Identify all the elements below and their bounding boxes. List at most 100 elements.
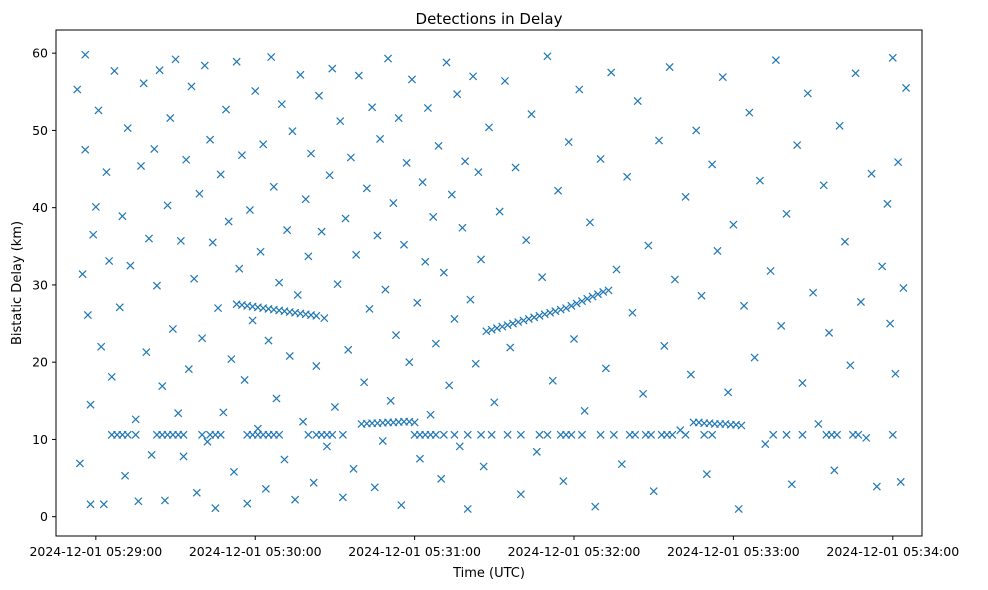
data-point bbox=[737, 421, 746, 430]
data-point bbox=[878, 262, 887, 271]
data-point bbox=[421, 257, 430, 266]
data-point bbox=[588, 292, 597, 301]
data-point bbox=[508, 319, 517, 328]
data-point bbox=[469, 72, 478, 81]
data-point bbox=[535, 430, 544, 439]
data-point bbox=[593, 290, 602, 299]
plot-frame bbox=[55, 29, 923, 537]
data-point bbox=[365, 304, 374, 313]
data-point bbox=[530, 313, 539, 322]
data-point bbox=[118, 212, 127, 221]
data-point bbox=[187, 82, 196, 91]
data-point bbox=[362, 184, 371, 193]
data-point bbox=[894, 158, 903, 167]
data-point bbox=[739, 301, 749, 310]
data-point bbox=[692, 126, 701, 135]
data-point bbox=[184, 365, 193, 374]
data-point bbox=[572, 299, 581, 308]
data-point bbox=[415, 454, 424, 463]
data-point bbox=[142, 348, 151, 357]
data-point bbox=[312, 362, 321, 371]
data-point bbox=[192, 488, 201, 497]
data-point bbox=[155, 66, 164, 75]
data-point bbox=[623, 172, 632, 181]
data-point bbox=[535, 311, 544, 320]
data-point bbox=[585, 218, 594, 227]
data-point bbox=[328, 64, 337, 73]
data-point bbox=[147, 450, 156, 459]
data-point bbox=[546, 308, 555, 317]
data-point bbox=[413, 298, 422, 307]
data-point bbox=[341, 214, 350, 223]
data-point bbox=[745, 108, 754, 117]
data-point bbox=[168, 324, 177, 333]
data-point bbox=[349, 464, 358, 473]
data-point bbox=[463, 430, 472, 439]
data-point bbox=[676, 426, 685, 435]
data-point bbox=[275, 278, 284, 287]
y-tick-label: 10 bbox=[32, 432, 48, 447]
data-point bbox=[835, 121, 844, 130]
data-point bbox=[248, 316, 257, 325]
data-point bbox=[81, 145, 90, 154]
data-point bbox=[214, 304, 223, 313]
data-point bbox=[750, 353, 759, 362]
data-point bbox=[344, 345, 353, 354]
chart-title: Detections in Delay bbox=[416, 10, 563, 28]
data-point bbox=[299, 417, 308, 426]
data-point bbox=[378, 436, 387, 446]
data-point bbox=[854, 430, 863, 439]
data-point bbox=[306, 149, 316, 158]
data-point bbox=[206, 135, 215, 144]
data-point bbox=[283, 226, 292, 235]
data-point bbox=[407, 75, 416, 84]
data-point bbox=[179, 430, 188, 439]
data-point bbox=[809, 288, 818, 297]
data-point bbox=[86, 500, 95, 509]
data-point bbox=[490, 398, 499, 407]
data-point bbox=[136, 161, 146, 170]
data-point bbox=[325, 171, 334, 180]
data-point bbox=[437, 474, 446, 483]
data-point bbox=[182, 155, 191, 164]
data-point bbox=[458, 223, 467, 232]
y-tick-label: 50 bbox=[32, 123, 48, 138]
data-point bbox=[787, 480, 796, 489]
data-point bbox=[431, 339, 440, 348]
data-point bbox=[110, 66, 119, 75]
data-point bbox=[410, 418, 419, 427]
data-point bbox=[78, 270, 87, 279]
data-point bbox=[761, 440, 770, 449]
data-point bbox=[309, 478, 318, 487]
data-point bbox=[888, 430, 897, 439]
data-point bbox=[729, 220, 738, 229]
data-point bbox=[373, 231, 382, 240]
data-point bbox=[123, 124, 132, 133]
data-point bbox=[219, 408, 228, 417]
data-point bbox=[782, 430, 791, 439]
y-axis: 0 10 20 30 40 50 60 bbox=[32, 46, 56, 524]
data-point bbox=[402, 158, 411, 167]
data-point bbox=[886, 319, 895, 328]
data-point bbox=[559, 477, 568, 486]
data-point bbox=[352, 250, 361, 259]
data-point bbox=[235, 264, 244, 273]
data-point bbox=[798, 430, 807, 439]
data-point bbox=[75, 459, 84, 468]
data-point bbox=[599, 287, 608, 296]
data-point bbox=[166, 114, 175, 123]
data-point bbox=[216, 170, 225, 179]
data-point bbox=[338, 430, 347, 439]
data-point bbox=[665, 63, 674, 72]
data-point bbox=[793, 141, 802, 150]
data-point bbox=[97, 342, 106, 351]
data-point bbox=[439, 268, 448, 277]
data-point bbox=[453, 90, 462, 99]
data-point bbox=[131, 430, 140, 439]
data-point bbox=[176, 236, 185, 245]
data-point bbox=[896, 477, 905, 486]
data-point bbox=[450, 314, 459, 323]
data-point bbox=[131, 415, 140, 424]
data-point bbox=[73, 85, 82, 94]
data-point bbox=[825, 328, 834, 337]
